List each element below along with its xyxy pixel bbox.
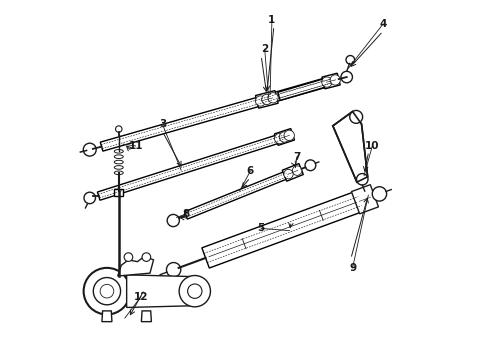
Circle shape bbox=[188, 284, 202, 298]
Polygon shape bbox=[141, 311, 151, 321]
Ellipse shape bbox=[114, 166, 123, 169]
Polygon shape bbox=[100, 77, 332, 151]
Circle shape bbox=[305, 160, 316, 171]
Polygon shape bbox=[274, 129, 294, 145]
Circle shape bbox=[84, 268, 130, 315]
Text: 5: 5 bbox=[258, 224, 265, 233]
Circle shape bbox=[293, 166, 302, 175]
Text: 1: 1 bbox=[268, 15, 275, 26]
Polygon shape bbox=[202, 191, 364, 268]
Text: 3: 3 bbox=[159, 120, 166, 129]
Ellipse shape bbox=[114, 155, 123, 158]
Ellipse shape bbox=[114, 149, 123, 153]
Polygon shape bbox=[351, 185, 378, 214]
Text: 6: 6 bbox=[247, 166, 254, 176]
Circle shape bbox=[255, 96, 266, 106]
Polygon shape bbox=[278, 77, 332, 100]
Polygon shape bbox=[282, 163, 303, 181]
Polygon shape bbox=[114, 189, 123, 196]
Text: 4: 4 bbox=[379, 19, 387, 29]
Circle shape bbox=[346, 55, 355, 64]
Polygon shape bbox=[255, 91, 278, 108]
Circle shape bbox=[268, 93, 278, 103]
Polygon shape bbox=[322, 73, 340, 89]
Circle shape bbox=[116, 126, 122, 132]
Circle shape bbox=[357, 174, 368, 185]
Circle shape bbox=[372, 187, 387, 201]
Polygon shape bbox=[184, 171, 289, 219]
Circle shape bbox=[100, 284, 114, 298]
Polygon shape bbox=[102, 311, 112, 321]
Polygon shape bbox=[98, 133, 286, 200]
Circle shape bbox=[284, 130, 294, 140]
Circle shape bbox=[330, 75, 341, 85]
Polygon shape bbox=[333, 112, 368, 182]
Circle shape bbox=[167, 262, 181, 277]
Text: 7: 7 bbox=[294, 152, 301, 162]
Text: 10: 10 bbox=[365, 141, 380, 151]
Text: 8: 8 bbox=[182, 209, 190, 219]
Circle shape bbox=[341, 71, 352, 83]
Circle shape bbox=[124, 253, 133, 261]
Circle shape bbox=[322, 77, 332, 87]
Ellipse shape bbox=[114, 160, 123, 164]
Circle shape bbox=[279, 132, 290, 142]
Circle shape bbox=[83, 143, 96, 156]
Text: 11: 11 bbox=[128, 141, 143, 151]
Polygon shape bbox=[118, 256, 153, 276]
Circle shape bbox=[262, 94, 272, 104]
Text: 2: 2 bbox=[261, 44, 269, 54]
Circle shape bbox=[179, 275, 211, 307]
Circle shape bbox=[350, 111, 363, 123]
Circle shape bbox=[284, 169, 293, 179]
Polygon shape bbox=[126, 275, 195, 307]
Text: 9: 9 bbox=[349, 263, 356, 273]
Text: 12: 12 bbox=[134, 292, 148, 302]
Circle shape bbox=[84, 192, 96, 204]
Circle shape bbox=[167, 215, 179, 226]
Circle shape bbox=[142, 253, 151, 261]
Circle shape bbox=[93, 278, 121, 305]
Circle shape bbox=[274, 133, 285, 144]
Ellipse shape bbox=[114, 171, 123, 175]
